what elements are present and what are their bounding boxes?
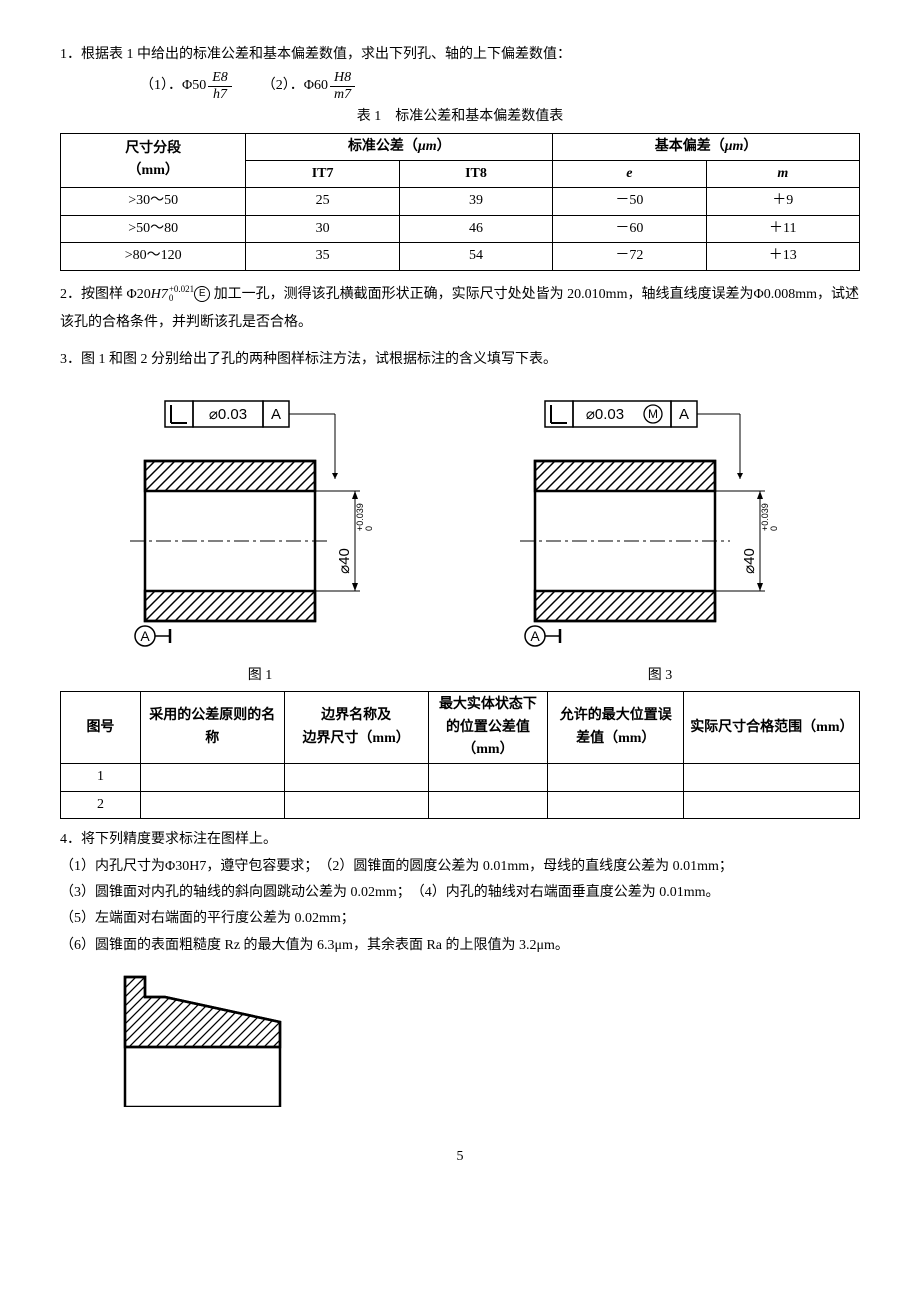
q3-th-3: 最大实体状态下的位置公差值（mm） xyxy=(428,692,548,764)
q3-text: 3．图 1 和图 2 分别给出了孔的两种图样标注方法，试根据标注的含义填写下表。 xyxy=(60,349,860,371)
figure-1: ⌀0.03 A ⌀40 +0.039 0 xyxy=(105,391,405,661)
q3-table: 图号 采用的公差原则的名称 边界名称及边界尺寸（mm） 最大实体状态下的位置公差… xyxy=(60,691,860,819)
svg-text:A: A xyxy=(271,406,281,423)
q3-th-1: 采用的公差原则的名称 xyxy=(140,692,284,764)
q4-item4: （6）圆锥面的表面粗糙度 Rz 的最大值为 6.3μm，其余表面 Ra 的上限值… xyxy=(60,935,860,957)
q1-frac2: H8m7 xyxy=(330,70,355,102)
q3-th-2: 边界名称及边界尺寸（mm） xyxy=(284,692,428,764)
q3-figures: ⌀0.03 A ⌀40 +0.039 0 xyxy=(60,391,860,661)
q3-captions: 图 1 图 3 xyxy=(60,665,860,687)
q1-frac1: E8h7 xyxy=(208,70,232,102)
q1-table-title: 表 1 标准公差和基本偏差数值表 xyxy=(60,106,860,128)
q4-title: 4．将下列精度要求标注在图样上。 xyxy=(60,829,860,851)
svg-text:⌀0.03: ⌀0.03 xyxy=(586,406,624,423)
table-row: 2 xyxy=(61,791,860,818)
q1-th-std: 标准公差（μm） xyxy=(246,133,553,160)
table-row: 1 xyxy=(61,764,860,791)
svg-text:⌀0.03: ⌀0.03 xyxy=(209,406,247,423)
q3-th-0: 图号 xyxy=(61,692,141,764)
q1-table: 尺寸分段（mm） 标准公差（μm） 基本偏差（μm） IT7 IT8 e m >… xyxy=(60,133,860,271)
q3-th-4: 允许的最大位置误差值（mm） xyxy=(548,692,684,764)
table-row: >80～120 35 54 －72 ＋13 xyxy=(61,243,860,270)
q1-th-m: m xyxy=(706,160,859,187)
q1-th-size: 尺寸分段（mm） xyxy=(61,133,246,188)
svg-text:0: 0 xyxy=(769,526,779,531)
svg-text:⌀40: ⌀40 xyxy=(741,548,758,574)
svg-text:0: 0 xyxy=(364,526,374,531)
q1-th-base: 基本偏差（μm） xyxy=(553,133,860,160)
q1-text: 1．根据表 1 中给出的标准公差和基本偏差数值，求出下列孔、轴的上下偏差数值： xyxy=(60,44,860,66)
page-number: 5 xyxy=(60,1146,860,1168)
q1-item2-prefix: （2）．Φ60 xyxy=(262,79,328,94)
q2-text: 2．按图样 Φ20H7+0.0210E 加工一孔，测得该孔横截面形状正确，实际尺… xyxy=(60,281,860,337)
svg-text:A: A xyxy=(679,406,689,423)
q4-item3: （5）左端面对右端面的平行度公差为 0.02mm； xyxy=(60,908,860,930)
svg-text:M: M xyxy=(648,407,658,421)
figure-2: ⌀0.03 M A ⌀40 +0.039 0 A xyxy=(495,391,815,661)
svg-text:⌀40: ⌀40 xyxy=(336,548,353,574)
q4-item1: （1）内孔尺寸为Φ30H7，遵守包容要求； （2）圆锥面的圆度公差为 0.01m… xyxy=(60,856,860,878)
fig2-caption: 图 3 xyxy=(510,665,810,687)
q1-th-it7: IT7 xyxy=(246,160,399,187)
table-row: >50～80 30 46 －60 ＋11 xyxy=(61,215,860,242)
q3-th-5: 实际尺寸合格范围（mm） xyxy=(684,692,860,764)
svg-text:A: A xyxy=(140,628,150,644)
q1-items: （1）．Φ50E8h7 （2）．Φ60H8m7 xyxy=(60,70,860,102)
q1-th-e: e xyxy=(553,160,706,187)
table-row: >30～50 25 39 －50 ＋9 xyxy=(61,188,860,215)
fig1-caption: 图 1 xyxy=(110,665,410,687)
envelope-symbol: E xyxy=(194,286,210,302)
svg-text:A: A xyxy=(530,628,540,644)
q4-item2: （3）圆锥面对内孔的轴线的斜向圆跳动公差为 0.02mm； （4）内孔的轴线对右… xyxy=(60,882,860,904)
q4-figure xyxy=(110,967,860,1115)
q1-th-it8: IT8 xyxy=(399,160,552,187)
q1-item1-prefix: （1）．Φ50 xyxy=(140,79,206,94)
